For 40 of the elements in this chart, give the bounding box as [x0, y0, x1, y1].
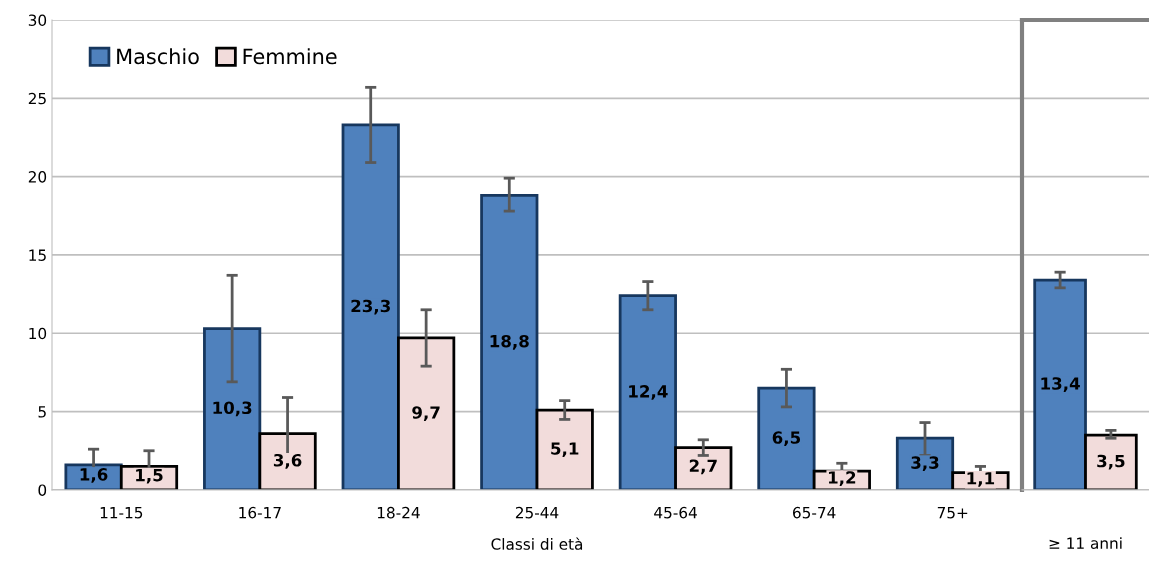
- y-tick-label: 30: [28, 14, 47, 27]
- data-label: 3,5: [1097, 454, 1125, 470]
- bar: [341, 123, 400, 490]
- y-tick-label: 0: [38, 484, 47, 496]
- y-tick-label: 10: [29, 327, 47, 340]
- bar: [618, 294, 677, 490]
- bar: [397, 336, 456, 490]
- data-label: 3,3: [911, 456, 939, 472]
- data-label: 6,5: [772, 431, 801, 446]
- data-label: 12,4: [629, 385, 668, 400]
- x-tick-label: 18-24: [377, 506, 420, 519]
- data-label: 1,2: [828, 471, 856, 486]
- x-tick-label: 25-44: [515, 506, 559, 519]
- data-label: 10,3: [213, 401, 252, 417]
- x-axis-title: ≥ 11 anni: [1049, 537, 1122, 549]
- x-axis-title: Classi di età: [491, 537, 583, 550]
- bar: [203, 327, 262, 490]
- data-label: 1,1: [967, 472, 995, 487]
- x-tick-label: 45-64: [654, 506, 697, 519]
- data-label: 5,1: [551, 442, 579, 457]
- data-label: 13,4: [1041, 377, 1080, 392]
- x-tick-label: 11-15: [100, 507, 143, 519]
- data-label: 9,7: [412, 406, 440, 421]
- legend-label: Femmine: [243, 48, 337, 65]
- y-tick-label: 5: [38, 406, 46, 418]
- data-label: 3,6: [273, 453, 302, 469]
- data-label: 23,3: [351, 299, 390, 315]
- data-label: 1,6: [80, 468, 108, 483]
- data-label: 2,7: [689, 459, 717, 475]
- y-tick-label: 15: [29, 249, 46, 261]
- y-tick-label: 20: [28, 171, 47, 183]
- data-label: 18,8: [490, 334, 529, 350]
- bar: [480, 194, 539, 490]
- x-tick-label: 16-17: [239, 506, 281, 519]
- x-tick-label: 75+: [937, 507, 968, 519]
- x-tick-label: 65-74: [793, 506, 836, 519]
- y-tick-label: 25: [28, 92, 46, 105]
- legend-label: Maschio: [117, 48, 199, 65]
- data-label: 1,5: [136, 469, 163, 484]
- bar: [757, 386, 816, 490]
